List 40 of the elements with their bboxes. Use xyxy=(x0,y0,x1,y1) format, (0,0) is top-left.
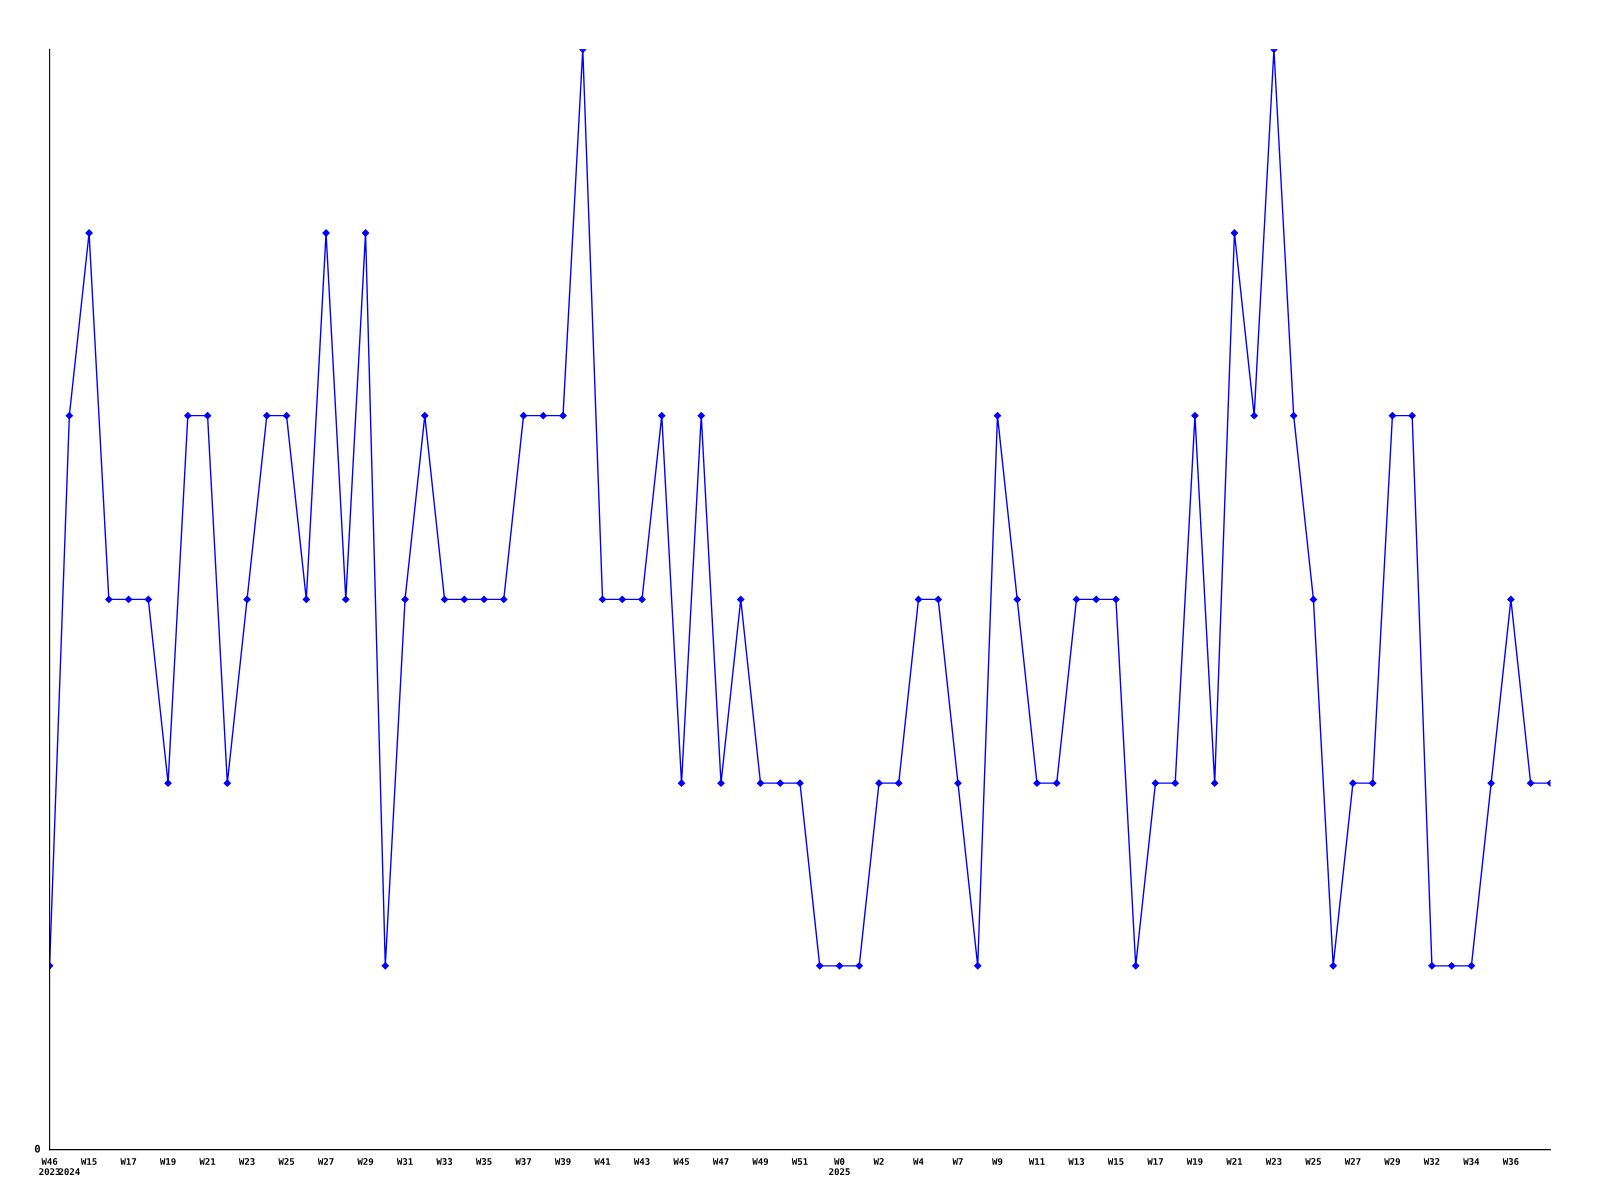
x-tick-label: W47 xyxy=(712,1158,729,1165)
x-tick-label: W23 xyxy=(1265,1158,1282,1165)
x-tick-label: W32 xyxy=(1423,1158,1440,1165)
x-tick-label: W19 xyxy=(1186,1158,1203,1165)
x-tick-label: W34 xyxy=(1463,1158,1480,1165)
x-tick-label: W21 xyxy=(199,1158,216,1165)
x-tick-label: W41 xyxy=(594,1158,611,1165)
x-tick-label: W11 xyxy=(1028,1158,1045,1165)
x-tick-label: W4 xyxy=(913,1158,924,1165)
x-tick-label: W46 2023 xyxy=(39,1158,60,1176)
x-tick-label: W15 xyxy=(1107,1158,1124,1165)
x-tick-label: W17 xyxy=(120,1158,137,1165)
x-tick-label: W45 xyxy=(673,1158,690,1165)
x-tick-label: W27 xyxy=(1344,1158,1361,1165)
x-tick-label: W23 xyxy=(238,1158,255,1165)
x-tick-label: W25 xyxy=(278,1158,295,1165)
x-tick-label: W43 xyxy=(633,1158,650,1165)
x-tick-label: W29 xyxy=(357,1158,374,1165)
text: 0 xyxy=(34,1144,40,1153)
x-tick-label: W15 xyxy=(80,1158,97,1165)
x-tick-label: W27 xyxy=(317,1158,334,1165)
x-tick-label: W0 2025 xyxy=(829,1158,850,1176)
x-tick-label: W17 xyxy=(1147,1158,1163,1165)
x-tick-label: W7 xyxy=(952,1158,963,1165)
x-tick-label: W2 xyxy=(873,1158,884,1165)
x-tick-label: W25 xyxy=(1305,1158,1321,1165)
x-tick-label: W35 xyxy=(475,1158,492,1165)
x-tick-label: W9 xyxy=(992,1158,1003,1165)
x-tick-label: W51 xyxy=(791,1158,808,1165)
x-tick-label: W33 xyxy=(436,1158,453,1165)
x-tick-label: W13 xyxy=(1068,1158,1085,1165)
x-tick-label: W36 xyxy=(1502,1158,1519,1165)
x-tick-label: 2024 xyxy=(58,1168,80,1176)
x-tick-label: W49 xyxy=(752,1158,769,1165)
x-tick-label: W37 xyxy=(515,1158,532,1165)
x-tick-label: W31 xyxy=(396,1158,413,1165)
x-tick-label: W39 xyxy=(554,1158,571,1165)
x-tick-label: W19 xyxy=(159,1158,176,1165)
x-tick-label: W29 xyxy=(1384,1158,1400,1165)
x-tick-label: W21 xyxy=(1226,1158,1243,1165)
